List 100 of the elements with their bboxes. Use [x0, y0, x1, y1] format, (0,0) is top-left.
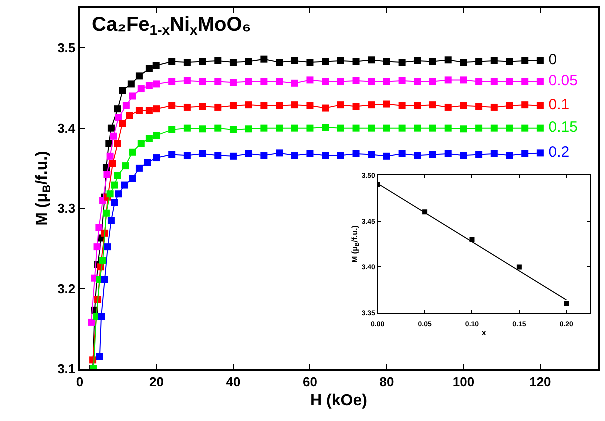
point: [153, 132, 160, 140]
point: [115, 190, 122, 198]
point: [444, 56, 452, 64]
point: [322, 104, 330, 112]
point: [119, 120, 126, 128]
point: [352, 78, 360, 84]
point: [114, 106, 122, 113]
point: [260, 102, 268, 110]
point: [383, 58, 390, 66]
point: [536, 124, 544, 132]
point: [506, 102, 514, 110]
point: [398, 150, 406, 158]
series-label: 0.15: [540, 119, 578, 136]
point: [230, 79, 237, 86]
point: [108, 217, 115, 224]
point: [122, 162, 130, 170]
x-axis-title: H (kOe): [310, 392, 368, 410]
point: [444, 150, 452, 158]
point: [536, 150, 544, 157]
point: [322, 78, 330, 86]
point: [322, 58, 330, 66]
point: [119, 87, 126, 94]
point: [260, 56, 268, 63]
point: [129, 92, 136, 100]
point: [184, 59, 191, 66]
point: [460, 126, 468, 133]
point: [214, 57, 222, 64]
point: [276, 124, 284, 132]
point: [536, 78, 544, 86]
point: [168, 126, 176, 134]
point: [414, 102, 422, 110]
point: [106, 190, 114, 198]
point: [136, 72, 143, 80]
point: [444, 104, 452, 111]
point: [322, 152, 330, 160]
point: [102, 210, 110, 217]
y-tick-label: 3.1: [58, 362, 76, 377]
point: [414, 152, 422, 160]
point: [230, 102, 237, 110]
point: [414, 124, 422, 132]
point: [306, 76, 314, 84]
point: [199, 58, 206, 66]
point: [522, 57, 529, 64]
point: [476, 124, 483, 132]
point: [129, 148, 136, 156]
series-label: 0: [540, 52, 558, 69]
point: [564, 301, 570, 306]
point: [153, 154, 160, 162]
y-tick-label: 3.3: [58, 201, 76, 216]
point: [104, 244, 112, 251]
y-tick-label: 3.5: [58, 40, 76, 56]
point: [383, 124, 390, 132]
point: [536, 57, 544, 64]
point: [260, 152, 268, 160]
point: [276, 59, 284, 66]
point: [276, 102, 284, 110]
point: [414, 78, 422, 86]
point: [214, 124, 222, 132]
point: [306, 59, 314, 66]
point: [106, 140, 113, 148]
point: [88, 318, 96, 326]
point: [214, 152, 222, 160]
point: [291, 152, 298, 160]
point: [490, 57, 498, 64]
point: [444, 76, 452, 84]
point: [100, 257, 107, 264]
point: [383, 78, 390, 86]
point: [368, 56, 376, 64]
point: [245, 150, 252, 158]
x-tick-label: 120: [530, 374, 552, 390]
point: [230, 59, 237, 66]
point: [199, 78, 206, 86]
point: [337, 102, 344, 109]
point: [516, 264, 522, 270]
point: [122, 102, 130, 110]
x-tick-label: 80: [380, 374, 394, 390]
point: [337, 57, 344, 64]
point: [230, 126, 237, 134]
point: [146, 82, 153, 90]
series-label: 0.05: [540, 72, 578, 90]
point: [104, 171, 111, 178]
point: [230, 152, 237, 160]
point: [184, 152, 191, 160]
point: [536, 102, 544, 110]
point: [114, 140, 122, 148]
point: [337, 124, 344, 132]
point: [522, 150, 529, 158]
point: [444, 124, 452, 132]
point: [490, 150, 498, 158]
series-label: 0.2: [540, 144, 570, 161]
point: [306, 150, 314, 158]
point: [430, 151, 437, 158]
point: [291, 57, 298, 64]
point: [398, 59, 406, 66]
point: [96, 224, 103, 232]
point: [522, 78, 529, 86]
point: [106, 152, 114, 160]
point: [129, 175, 136, 182]
point: [368, 124, 376, 132]
point: [260, 78, 268, 86]
